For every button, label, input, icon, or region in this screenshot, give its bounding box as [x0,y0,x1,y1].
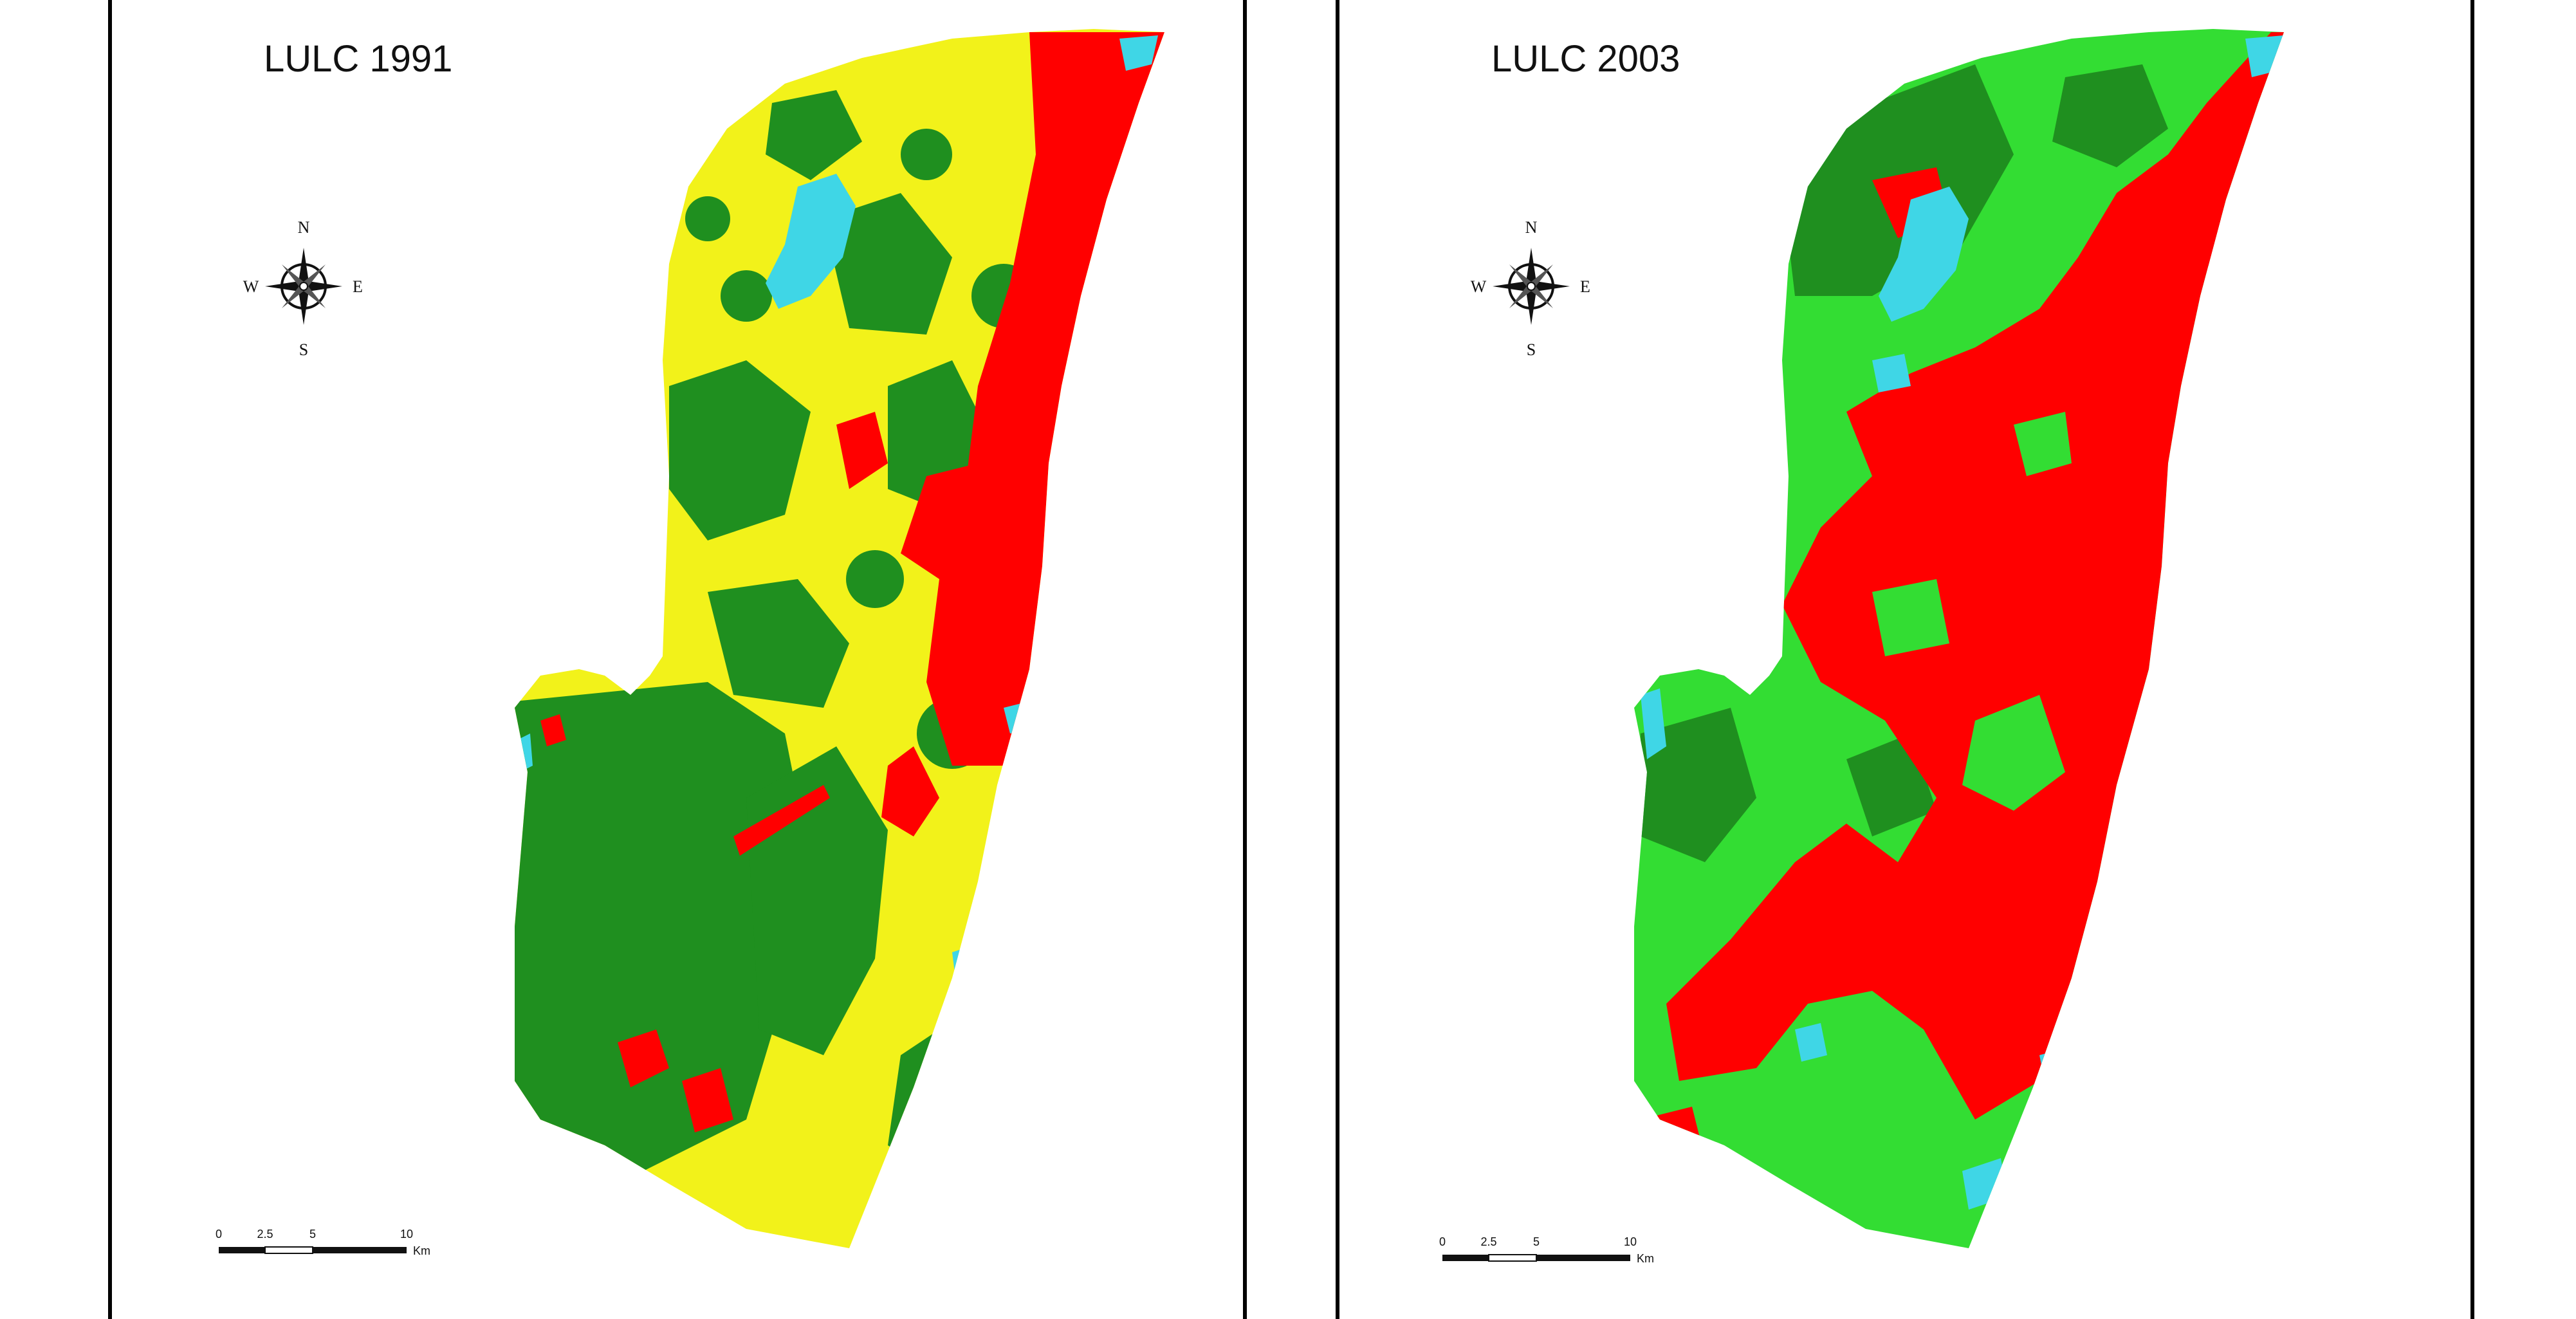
compass-e-label: E [353,277,363,296]
built-up-area [1666,32,2284,1120]
compass-n-label: N [298,218,310,237]
compass-s-label: S [299,340,308,359]
lulc-map-2003 [1634,29,2284,1248]
svg-text:2.5: 2.5 [1480,1235,1496,1248]
svg-text:0: 0 [1439,1235,1446,1248]
built-up-area [933,991,1004,1184]
panel-title-2003: LULC 2003 [1491,38,1680,80]
svg-text:Km: Km [413,1244,430,1257]
svg-text:5: 5 [309,1228,316,1241]
svg-text:5: 5 [1533,1235,1540,1248]
vegetation-patch [515,682,811,1171]
panel-frame-2003 [1336,0,2474,1319]
water-body [1879,187,1969,322]
svg-text:10: 10 [1624,1235,1637,1248]
built-up-area [926,32,1164,766]
vegetation-patch [823,193,952,335]
compass-rose-icon: N S W E [243,218,363,359]
vegetation-patch [766,90,862,180]
svg-text:10: 10 [400,1228,413,1241]
vegetation-patch [669,360,811,540]
svg-text:0: 0 [216,1228,222,1241]
panel-title-1991: LULC 1991 [264,38,453,80]
svg-text:N: N [1525,218,1538,237]
vegetation-patch [708,579,849,708]
scale-bar-2003: 0 2.5 5 10 Km [1439,1235,1654,1265]
svg-text:S: S [1527,340,1536,359]
svg-text:E: E [1580,277,1590,296]
lulc-map-1991 [515,29,1164,1248]
scale-bar-1991: 0 2.5 5 10 Km [216,1228,430,1257]
svg-text:2.5: 2.5 [257,1228,273,1241]
compass-rose-icon: N S W E [1471,218,1590,359]
water-body [766,174,856,309]
svg-text:Km: Km [1637,1252,1654,1265]
panel-frame-1991 [108,0,1247,1319]
svg-text:W: W [1471,277,1487,296]
compass-w-label: W [243,277,259,296]
